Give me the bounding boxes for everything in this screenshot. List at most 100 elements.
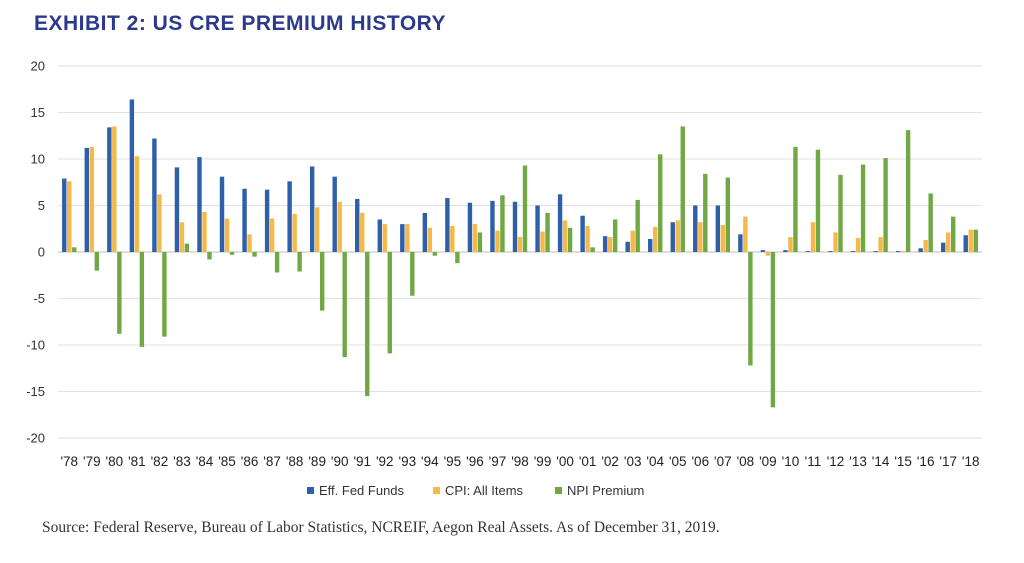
legend-swatch bbox=[433, 487, 440, 494]
bar bbox=[467, 202, 473, 252]
bar bbox=[319, 252, 325, 311]
bar bbox=[941, 242, 946, 252]
bar bbox=[580, 215, 585, 252]
bar bbox=[264, 189, 270, 252]
x-tick-label: '02 bbox=[601, 454, 619, 469]
bar bbox=[793, 146, 798, 252]
y-axis-ticks: 20 15 10 5 0 -5 -10 -15 -20 bbox=[26, 59, 45, 446]
bar bbox=[445, 198, 450, 252]
bar bbox=[427, 227, 433, 252]
bar bbox=[297, 252, 302, 272]
legend-swatch bbox=[307, 487, 314, 494]
legend-label: CPI: All Items bbox=[445, 483, 524, 498]
x-tick-label: '10 bbox=[782, 454, 800, 469]
y-tick-label: 10 bbox=[31, 152, 45, 167]
bar bbox=[545, 212, 550, 252]
x-tick-label: '97 bbox=[489, 454, 507, 469]
bar bbox=[725, 177, 731, 252]
y-tick-label: -10 bbox=[26, 338, 45, 353]
x-tick-label: '16 bbox=[917, 454, 935, 469]
bar bbox=[219, 176, 225, 252]
bar bbox=[612, 219, 618, 252]
x-tick-label: '85 bbox=[218, 454, 236, 469]
x-tick-label: '03 bbox=[624, 454, 642, 469]
bar bbox=[332, 176, 337, 252]
bar bbox=[495, 230, 500, 252]
bar bbox=[522, 165, 528, 252]
bar bbox=[179, 222, 185, 252]
x-tick-label: '81 bbox=[128, 454, 146, 469]
bar bbox=[590, 247, 595, 252]
bar bbox=[422, 212, 428, 252]
bar bbox=[67, 181, 72, 252]
bar bbox=[562, 220, 568, 252]
bar bbox=[585, 225, 590, 252]
x-tick-label: '08 bbox=[737, 454, 755, 469]
bar bbox=[224, 218, 230, 252]
bar bbox=[382, 224, 387, 252]
bar bbox=[680, 126, 685, 252]
bar bbox=[540, 231, 545, 252]
bar bbox=[117, 252, 122, 334]
x-tick-label: '87 bbox=[263, 454, 281, 469]
bar bbox=[89, 146, 94, 252]
bar bbox=[928, 193, 933, 252]
bar bbox=[477, 232, 483, 252]
x-tick-label: '12 bbox=[827, 454, 845, 469]
bar bbox=[455, 252, 460, 264]
bar bbox=[720, 225, 726, 252]
bar bbox=[783, 250, 788, 252]
x-tick-label: '99 bbox=[534, 454, 552, 469]
bar bbox=[810, 222, 816, 252]
bar bbox=[743, 216, 748, 252]
y-tick-label: 20 bbox=[31, 59, 45, 74]
x-tick-label: '05 bbox=[669, 454, 687, 469]
bar bbox=[129, 99, 135, 252]
bar bbox=[287, 181, 292, 252]
x-axis-ticks: '78 '79 '80 '81 '82 '83 '84 '85 '86 '87 '88 '89 '90 '… bbox=[60, 454, 979, 469]
y-tick-label: -5 bbox=[33, 291, 45, 306]
bar bbox=[703, 173, 708, 252]
x-tick-label: '90 bbox=[331, 454, 349, 469]
bar bbox=[770, 252, 776, 408]
x-tick-label: '84 bbox=[196, 454, 214, 469]
bar bbox=[314, 207, 320, 252]
bar bbox=[269, 218, 275, 252]
bar bbox=[828, 251, 833, 252]
bar bbox=[292, 213, 297, 252]
bar bbox=[360, 212, 365, 252]
bar bbox=[878, 237, 883, 252]
bar bbox=[765, 252, 771, 256]
x-tick-label: '07 bbox=[714, 454, 732, 469]
bar bbox=[815, 149, 821, 252]
bar bbox=[567, 227, 573, 252]
bar bbox=[607, 237, 613, 252]
x-tick-label: '00 bbox=[556, 454, 574, 469]
bar bbox=[788, 237, 793, 252]
x-tick-label: '91 bbox=[353, 454, 371, 469]
bar bbox=[602, 236, 608, 252]
x-tick-label: '13 bbox=[849, 454, 867, 469]
bar bbox=[162, 252, 167, 337]
bar bbox=[748, 252, 753, 366]
x-tick-label: '93 bbox=[399, 454, 417, 469]
x-tick-label: '17 bbox=[939, 454, 957, 469]
bar bbox=[895, 251, 901, 252]
bar bbox=[833, 232, 838, 252]
bar bbox=[738, 234, 743, 252]
x-tick-label: '95 bbox=[444, 454, 462, 469]
bar bbox=[968, 229, 973, 252]
bar bbox=[850, 251, 856, 252]
bars bbox=[62, 99, 978, 408]
x-tick-label: '82 bbox=[151, 454, 169, 469]
bar bbox=[900, 251, 906, 252]
bar bbox=[923, 239, 928, 252]
bar bbox=[152, 138, 157, 252]
bar bbox=[635, 199, 640, 252]
bar bbox=[197, 157, 202, 252]
bar bbox=[405, 224, 410, 252]
bar bbox=[174, 167, 180, 252]
x-tick-label: '80 bbox=[106, 454, 124, 469]
bar bbox=[715, 205, 721, 252]
